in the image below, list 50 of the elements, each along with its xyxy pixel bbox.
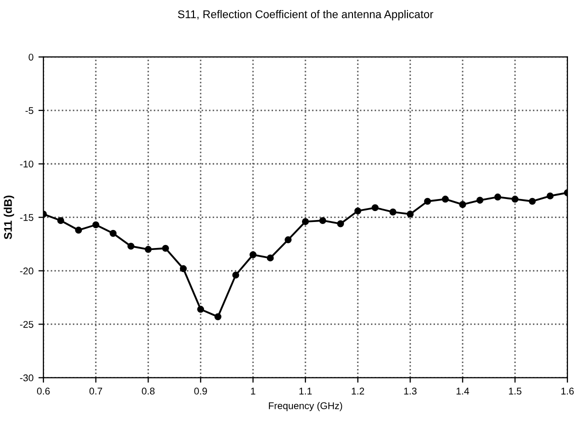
y-tick-label: -20 xyxy=(20,268,34,274)
point xyxy=(127,242,134,250)
x-tick-label: 1.2 xyxy=(352,388,364,394)
point xyxy=(197,306,204,313)
y-tick-label: -30 xyxy=(20,374,34,382)
point xyxy=(92,221,100,228)
x-tick-label: 0.6 xyxy=(37,388,50,395)
point xyxy=(337,220,344,228)
y-tick-label: -10 xyxy=(20,160,34,168)
point xyxy=(57,217,64,224)
point xyxy=(528,198,536,205)
x-tick-label: 1 xyxy=(251,388,256,394)
point xyxy=(180,265,187,272)
point xyxy=(372,204,379,212)
point xyxy=(302,218,309,226)
point xyxy=(442,196,449,203)
x-tick-label: 0.7 xyxy=(89,388,102,395)
x-tick-label: 1.6 xyxy=(561,388,574,395)
point xyxy=(459,201,466,208)
x-tick-label: 0.8 xyxy=(142,388,155,395)
point xyxy=(214,313,222,320)
point xyxy=(144,246,152,253)
point xyxy=(354,207,362,214)
x-tick-label: 1.5 xyxy=(509,388,522,395)
x-tick-label: 1.1 xyxy=(299,388,312,394)
point xyxy=(424,198,431,205)
point xyxy=(250,251,256,258)
point xyxy=(406,210,414,218)
point xyxy=(494,194,502,200)
y-tick-label: -25 xyxy=(20,320,34,328)
y-tick-label: 0 xyxy=(28,54,34,61)
point xyxy=(75,226,82,234)
chart-title: S11, Reflection Coefficient of the antenna Applicator xyxy=(178,10,434,20)
y-tick-label: -15 xyxy=(20,214,34,221)
point xyxy=(319,217,326,224)
x-axis-title: Frequency (GHz) xyxy=(268,402,342,412)
x-tick-label: 1.3 xyxy=(404,388,417,395)
point xyxy=(476,196,484,204)
point xyxy=(389,208,396,216)
point xyxy=(162,244,169,252)
x-tick-label: 1.4 xyxy=(456,388,470,394)
y-tick-label: -5 xyxy=(25,107,34,114)
y-axis-title: S11 (dB) xyxy=(4,196,14,240)
point xyxy=(232,272,240,279)
point xyxy=(110,230,117,237)
point xyxy=(512,196,518,203)
point xyxy=(284,236,292,244)
point xyxy=(546,192,554,200)
point xyxy=(266,254,274,262)
x-tick-label: 0.9 xyxy=(194,388,207,395)
